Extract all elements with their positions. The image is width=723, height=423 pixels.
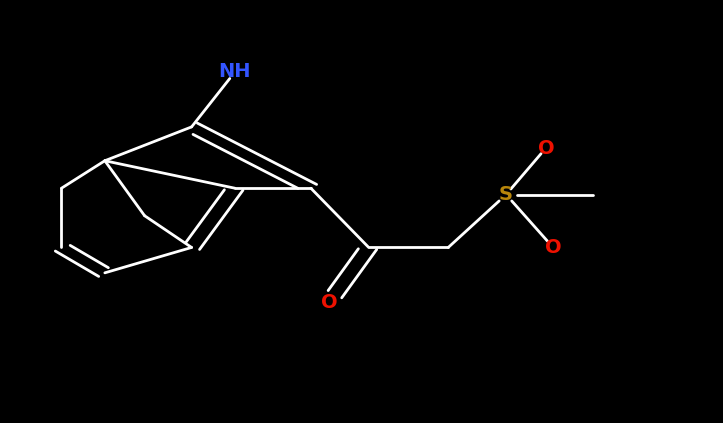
Text: O: O bbox=[545, 238, 561, 257]
Text: NH: NH bbox=[219, 63, 251, 81]
Text: O: O bbox=[538, 139, 554, 157]
Text: O: O bbox=[321, 293, 337, 312]
Text: S: S bbox=[499, 185, 513, 204]
